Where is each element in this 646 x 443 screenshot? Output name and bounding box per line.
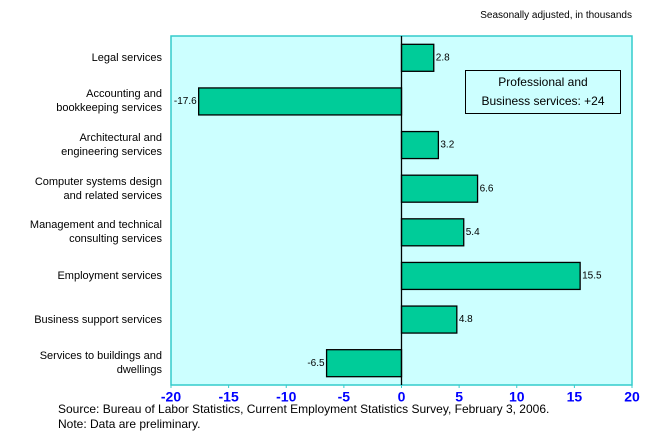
x-tick-label: -10 bbox=[276, 389, 296, 405]
y-tick-label: Accounting and bookkeeping services bbox=[56, 88, 162, 115]
value-label: 15.5 bbox=[582, 271, 602, 282]
note: Note: Data are preliminary. bbox=[58, 417, 201, 431]
bar bbox=[198, 87, 403, 116]
value-label: 6.6 bbox=[480, 183, 494, 194]
y-tick-label: Management and technical consulting serv… bbox=[29, 219, 162, 246]
bar bbox=[400, 305, 458, 334]
x-tick-label: 15 bbox=[567, 389, 583, 405]
value-label: -17.6 bbox=[174, 96, 197, 107]
y-tick-label: Legal services bbox=[91, 51, 162, 64]
source: Source: Bureau of Labor Statistics, Curr… bbox=[58, 402, 550, 416]
bar bbox=[400, 43, 435, 72]
value-label: 3.2 bbox=[440, 140, 454, 151]
y-tick-label: Employment services bbox=[57, 269, 162, 282]
x-tick-label: 0 bbox=[398, 389, 406, 405]
x-tick-label: 20 bbox=[624, 389, 640, 405]
value-label: -6.5 bbox=[307, 358, 325, 369]
subtitle: Seasonally adjusted, in thousands bbox=[480, 10, 632, 21]
value-label: 5.4 bbox=[466, 227, 480, 238]
y-tick-label: Services to buildings and dwellings bbox=[39, 350, 162, 377]
bar bbox=[400, 174, 479, 203]
value-label: 2.8 bbox=[436, 52, 450, 63]
y-tick-label: Business support services bbox=[34, 313, 162, 326]
y-tick-label: Computer systems design and related serv… bbox=[34, 175, 162, 202]
bar bbox=[400, 261, 581, 291]
bar bbox=[325, 349, 403, 378]
bar bbox=[400, 218, 465, 247]
value-label: 4.8 bbox=[459, 314, 473, 325]
x-tick-label: -5 bbox=[338, 389, 351, 405]
x-tick-label: -20 bbox=[161, 389, 181, 405]
x-tick-label: 5 bbox=[455, 389, 463, 405]
x-tick-label: 10 bbox=[509, 389, 525, 405]
bar bbox=[400, 130, 440, 160]
y-tick-label: Architectural and engineering services bbox=[61, 132, 162, 159]
annotation: Professional and Business services: +24 bbox=[465, 70, 621, 114]
x-tick-label: -15 bbox=[219, 389, 239, 405]
